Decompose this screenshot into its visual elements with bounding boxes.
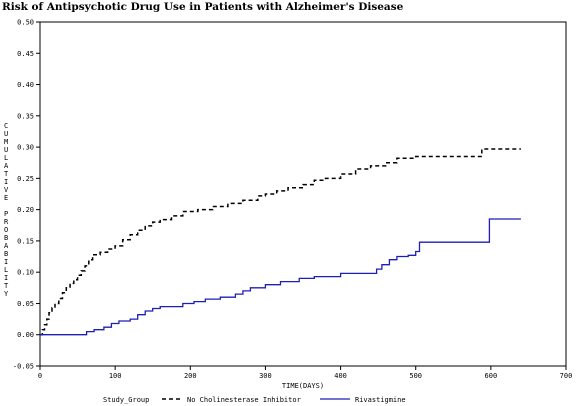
legend-label: No Cholinesterase Inhibitor [187,396,301,404]
y-tick-label: 0.05 [17,300,34,308]
x-tick-label: 200 [184,372,197,380]
x-tick-label: 500 [409,372,422,380]
y-tick-label: 0.35 [17,112,34,120]
x-tick-label: 700 [560,372,573,380]
series-line-no-cholinesterase-inhibitor [40,148,521,336]
y-tick-label: 0.15 [17,237,34,245]
x-tick-label: 400 [334,372,347,380]
y-tick-label: 0.00 [17,331,34,339]
y-tick-label: 0.45 [17,50,34,58]
plot-axes [39,21,567,367]
y-tick-label: 0.50 [17,19,34,27]
x-tick-label: 300 [259,372,272,380]
series-lines [40,148,521,336]
y-tick-label: 0.30 [17,144,34,152]
axis-ticks: -0.05 0.00 0.05 0.10 0.15 0.20 0.25 0.30 0.35 0.4… [13,19,572,381]
x-axis-label: TIME(DAYS) [282,382,324,390]
series-line-rivastigmine [40,218,521,336]
y-tick-label: 0.40 [17,81,34,89]
chart-title: Risk of Antipsychotic Drug Use in Patien… [2,1,404,13]
y-tick-label: 0.10 [17,269,34,277]
y-tick-label: -0.05 [13,363,34,371]
y-tick-label: 0.25 [17,175,34,183]
y-tick-label: 0.20 [17,206,34,214]
x-tick-label: 0 [38,372,42,380]
x-tick-label: 100 [109,372,122,380]
x-tick-label: 600 [485,372,498,380]
legend-label: Rivastigmine [355,396,406,404]
legend: Study_Group No Cholinesterase Inhibitor Ri… [103,396,406,404]
legend-title: Study_Group [103,396,149,404]
plot-frame [39,21,567,367]
